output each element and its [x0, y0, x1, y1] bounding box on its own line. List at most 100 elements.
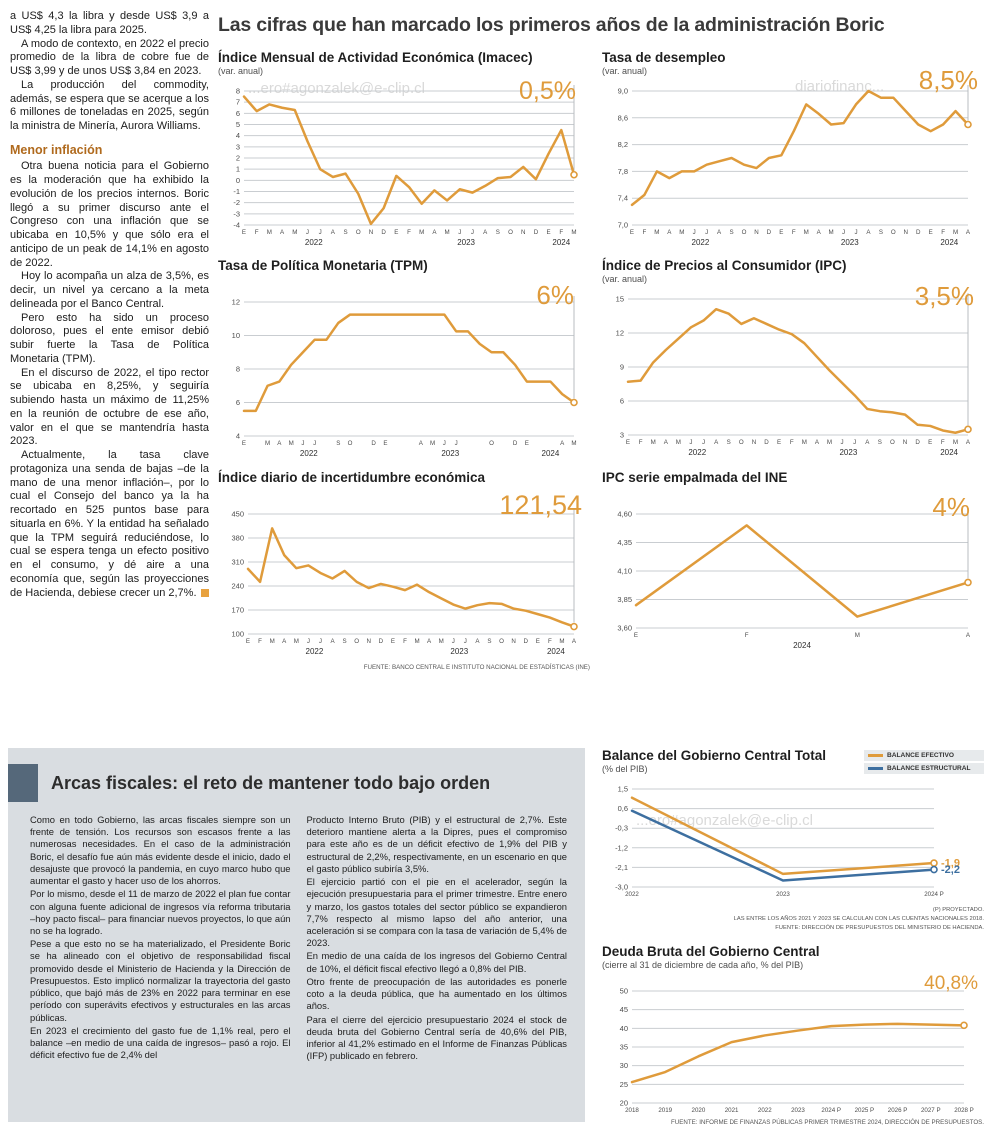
chart-subtitle: (var. anual): [602, 66, 648, 76]
paragraph: La producción del commodity, además, se …: [10, 78, 209, 132]
svg-text:M: M: [855, 632, 860, 639]
svg-text:2018: 2018: [625, 1107, 639, 1114]
svg-text:O: O: [499, 638, 504, 645]
legend-swatch-efectivo: [868, 754, 883, 757]
svg-text:A: A: [572, 638, 577, 645]
svg-text:F: F: [255, 229, 259, 236]
paragraph: Otra buena noticia para el Gobierno es l…: [10, 160, 209, 269]
svg-text:O: O: [348, 440, 353, 447]
svg-text:2028 P: 2028 P: [954, 1107, 974, 1114]
svg-text:A: A: [865, 439, 870, 446]
svg-text:D: D: [534, 229, 539, 236]
svg-text:35: 35: [620, 1043, 628, 1052]
svg-text:-1,2: -1,2: [615, 843, 628, 852]
svg-text:O: O: [890, 439, 895, 446]
svg-text:O: O: [508, 229, 513, 236]
svg-text:450: 450: [231, 510, 244, 519]
svg-text:7,0: 7,0: [618, 221, 628, 230]
chart-subtitle: (% del PIB): [602, 764, 648, 774]
svg-text:7,4: 7,4: [618, 194, 628, 203]
svg-text:A: A: [427, 638, 432, 645]
svg-text:J: J: [854, 229, 857, 236]
chart-incertidumbre: Índice diario de incertidumbre económica…: [218, 470, 590, 671]
latest-value: 8,5%: [918, 65, 978, 95]
svg-text:E: E: [547, 229, 551, 236]
svg-text:M: M: [953, 229, 958, 236]
svg-text:7,8: 7,8: [618, 167, 628, 176]
svg-text:F: F: [258, 638, 262, 645]
svg-text:M: M: [829, 229, 834, 236]
svg-text:M: M: [265, 440, 270, 447]
svg-text:1: 1: [236, 165, 240, 174]
svg-text:M: M: [953, 439, 958, 446]
source-note: FUENTE: INFORME DE FINANZAS PÚBLICAS PRI…: [671, 1119, 984, 1126]
legend-label: BALANCE ESTRUCTURAL: [887, 765, 971, 772]
paragraph: En 2023 el crecimiento del gasto fue de …: [30, 1024, 291, 1061]
svg-text:J: J: [842, 229, 845, 236]
svg-text:M: M: [267, 229, 272, 236]
svg-text:J: J: [458, 229, 461, 236]
chart-tpm: Tasa de Política Monetaria (TPM) 12 10 8 6 4…: [218, 258, 590, 466]
svg-text:2023: 2023: [776, 891, 790, 898]
svg-text:M: M: [676, 439, 681, 446]
svg-text:2024: 2024: [552, 238, 570, 247]
chart-ipc-empalmada: IPC serie empalmada del INE 4,60 4,35 4,10…: [602, 470, 984, 654]
svg-text:A: A: [866, 229, 871, 236]
chart-title: Índice de Precios al Consumidor (IPC): [602, 258, 847, 273]
svg-text:4: 4: [236, 432, 240, 441]
svg-text:E: E: [630, 229, 634, 236]
svg-text:2020: 2020: [692, 1107, 706, 1114]
svg-text:N: N: [752, 439, 756, 446]
paragraph: Otro frente de preocupación de las autor…: [306, 975, 568, 1012]
svg-text:-3,0: -3,0: [615, 883, 628, 892]
svg-text:30: 30: [620, 1061, 628, 1070]
paragraph: LAS ENTRE LOS AÑOS 2021 Y 2023 SE CALCUL…: [733, 915, 984, 922]
svg-text:3,60: 3,60: [617, 624, 632, 633]
fiscal-article-panel: Arcas fiscales: el reto de mantener todo…: [8, 748, 585, 1122]
svg-text:J: J: [452, 638, 455, 645]
paragraph: En el discurso de 2022, el tipo rector s…: [10, 366, 209, 448]
svg-text:J: J: [307, 638, 310, 645]
desempleo-line-chart: 9,08,68,27,87,47,0E F M A M J J A S O N D E F M A M J J A S O…: [618, 85, 972, 247]
svg-text:M: M: [827, 439, 832, 446]
svg-text:A: A: [966, 632, 971, 639]
latest-value: 121,54: [499, 490, 582, 520]
svg-text:-2: -2: [233, 198, 240, 207]
svg-text:380: 380: [231, 534, 244, 543]
chart-title: IPC serie empalmada del INE: [602, 470, 788, 485]
svg-text:2024: 2024: [940, 448, 958, 457]
svg-text:F: F: [639, 439, 643, 446]
paragraph: a US$ 4,3 la libra y desde US$ 3,9 a US$…: [10, 10, 209, 36]
legend-item-efectivo: BALANCE EFECTIVO: [864, 750, 984, 761]
svg-text:50: 50: [620, 987, 628, 996]
source-note: FUENTE: BANCO CENTRAL E INSTITUTO NACION…: [363, 664, 590, 671]
svg-text:S: S: [729, 229, 733, 236]
paragraph: FUENTE: DIRECCIÓN DE PRESUPUESTOS DEL MI…: [775, 924, 984, 931]
svg-text:1,5: 1,5: [618, 785, 628, 794]
legend-swatch-estructural: [868, 767, 883, 770]
svg-text:8,6: 8,6: [618, 113, 628, 122]
svg-text:E: E: [525, 440, 529, 447]
svg-text:-2,2: -2,2: [941, 864, 960, 876]
ipc-empalmada-line-chart: 4,60 4,35 4,10 3,85 3,60E F M A 2024: [617, 508, 972, 650]
svg-text:A: A: [330, 638, 335, 645]
svg-text:-0,3: -0,3: [615, 824, 628, 833]
paragraph: A modo de contexto, en 2022 el precio pr…: [10, 37, 209, 78]
svg-text:6: 6: [620, 397, 624, 406]
svg-text:J: J: [313, 440, 316, 447]
left-article-column: a US$ 4,3 la libra y desde US$ 3,9 a US$…: [10, 10, 209, 600]
paragraph: Por lo mismo, desde el 11 de marzo de 20…: [30, 888, 291, 936]
chart-footnotes: (P) PROYECTADO. LAS ENTRE LOS AÑOS 2021 Y…: [602, 906, 984, 933]
svg-text:E: E: [383, 440, 387, 447]
svg-text:M: M: [571, 229, 576, 236]
svg-text:2024: 2024: [547, 647, 565, 656]
svg-text:2024 P: 2024 P: [924, 891, 944, 898]
svg-text:J: J: [693, 229, 696, 236]
chart-subtitle: (var. anual): [218, 66, 264, 76]
svg-text:2023: 2023: [839, 448, 857, 457]
svg-text:J: J: [689, 439, 692, 446]
svg-text:2024 P: 2024 P: [821, 1107, 841, 1114]
svg-text:A: A: [419, 440, 424, 447]
